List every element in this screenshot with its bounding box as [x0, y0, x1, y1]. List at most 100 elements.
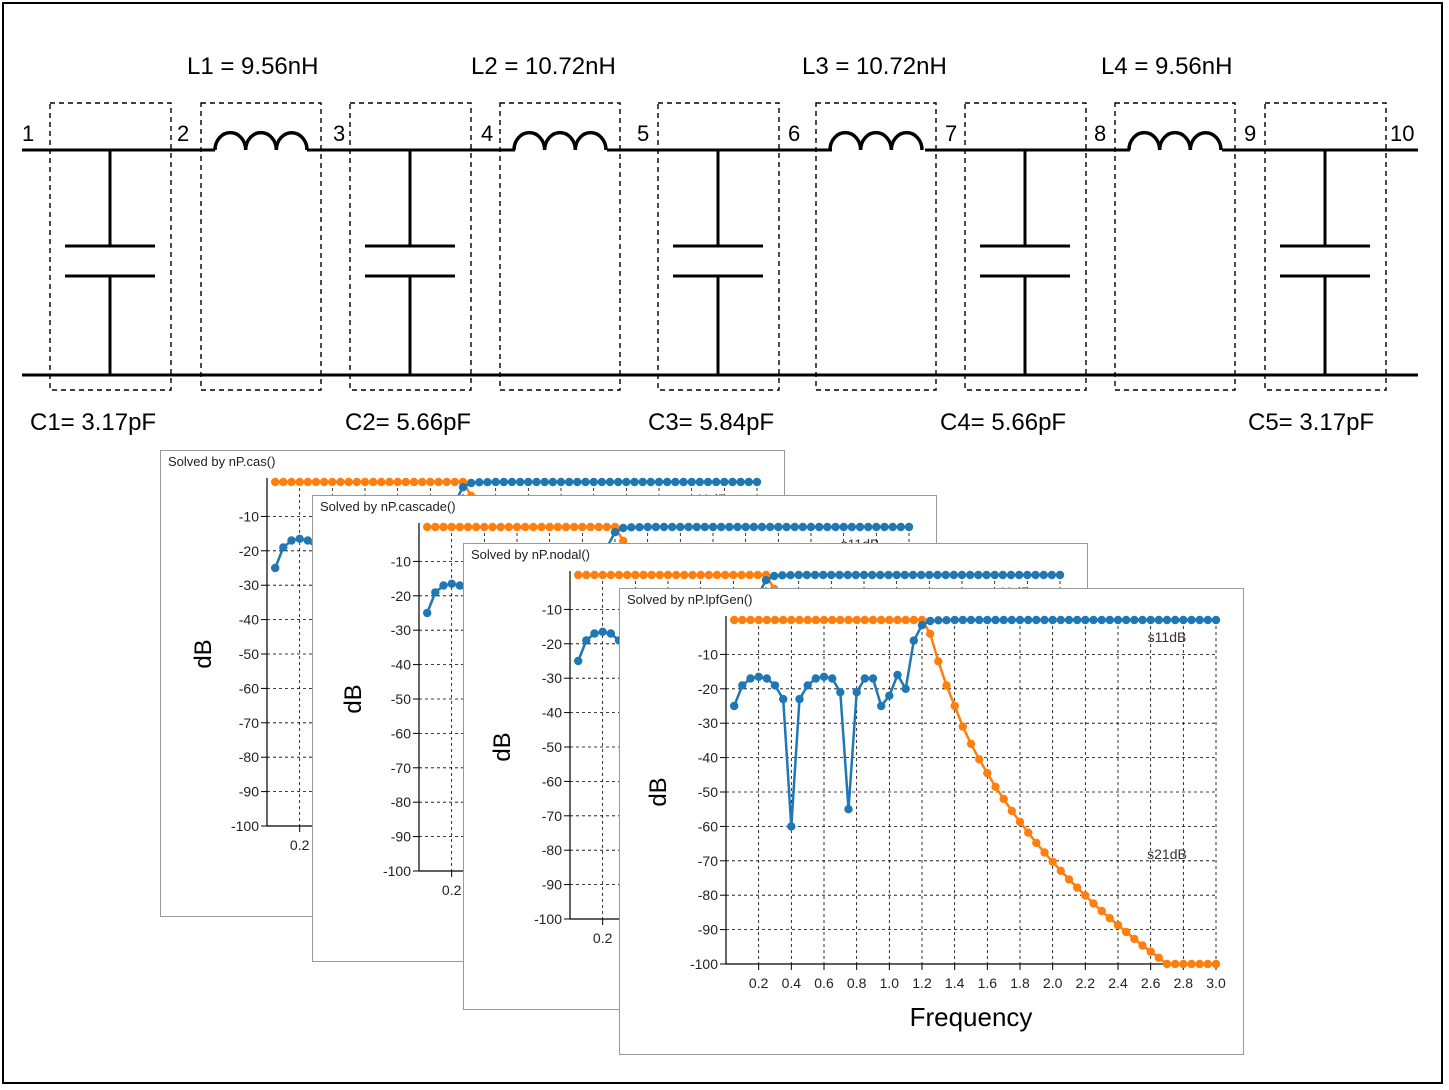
y-tick-label: -30	[698, 715, 718, 731]
data-point-s21dB	[983, 768, 992, 778]
node-label: 10	[1390, 121, 1414, 146]
data-point-s21dB	[521, 522, 530, 532]
data-point-s11dB	[949, 570, 958, 580]
panel-title: Solved by nP.cascade()	[320, 499, 456, 514]
data-point-s11dB	[925, 570, 934, 580]
data-point-s21dB	[942, 681, 951, 690]
data-point-s11dB	[880, 522, 889, 532]
x-tick-label: 0.4	[782, 975, 802, 991]
y-tick-label: -60	[391, 725, 411, 741]
data-point-s21dB	[655, 570, 664, 580]
data-point-s11dB	[651, 522, 660, 532]
capacitor-label: C5= 3.17pF	[1248, 409, 1374, 436]
data-point-s11dB	[447, 579, 456, 588]
data-point-s21dB	[746, 615, 755, 625]
data-point-s11dB	[917, 621, 927, 630]
data-point-s11dB	[1138, 615, 1147, 625]
y-tick-label: -60	[698, 818, 718, 834]
y-tick-label: -80	[542, 842, 562, 858]
data-point-s11dB	[687, 477, 696, 487]
node-label: 7	[945, 121, 957, 146]
data-point-s11dB	[1171, 615, 1180, 625]
data-point-s21dB	[885, 615, 894, 625]
data-point-s11dB	[884, 570, 893, 580]
data-point-s11dB	[638, 477, 647, 487]
data-point-s11dB	[896, 522, 905, 532]
y-tick-label: -80	[698, 887, 718, 903]
data-point-s11dB	[941, 570, 950, 580]
data-point-s21dB	[1064, 875, 1074, 884]
data-point-s11dB	[1146, 615, 1155, 625]
data-point-s11dB	[610, 528, 620, 537]
data-point-s21dB	[762, 615, 771, 625]
y-tick-label: -70	[391, 760, 411, 776]
y-tick-label: -40	[239, 612, 259, 628]
data-point-s11dB	[835, 570, 844, 580]
data-point-s21dB	[352, 477, 361, 487]
data-point-s11dB	[475, 478, 484, 487]
data-point-s21dB	[647, 570, 656, 580]
y-tick-label: -30	[391, 622, 411, 638]
y-tick-label: -40	[542, 705, 562, 721]
y-tick-label: -90	[239, 784, 259, 800]
data-point-s21dB	[570, 522, 579, 532]
data-point-s11dB	[974, 570, 983, 580]
data-point-s21dB	[455, 522, 464, 532]
data-point-s21dB	[287, 477, 296, 487]
x-tick-label: 0.8	[847, 975, 867, 991]
data-point-s11dB	[752, 477, 762, 487]
y-tick-label: -20	[239, 543, 259, 559]
data-point-s21dB	[512, 522, 522, 532]
inductor-box	[815, 102, 937, 391]
data-point-s11dB	[712, 477, 721, 487]
data-point-s21dB	[737, 570, 746, 580]
data-point-s21dB	[712, 570, 722, 580]
data-point-s21dB	[594, 522, 603, 532]
data-point-s21dB	[463, 522, 473, 532]
data-point-s11dB	[774, 522, 783, 532]
y-axis-label: dB	[645, 777, 672, 806]
data-point-s21dB	[409, 477, 419, 487]
data-point-s21dB	[385, 477, 394, 487]
y-axis-label: dB	[190, 639, 217, 668]
data-point-s21dB	[1162, 959, 1172, 969]
data-point-s11dB	[458, 483, 468, 492]
data-point-s21dB	[1097, 906, 1106, 916]
data-point-s11dB	[744, 477, 753, 487]
data-point-s21dB	[537, 522, 546, 532]
data-point-s11dB	[733, 522, 742, 532]
data-point-s11dB	[786, 571, 795, 580]
data-point-s11dB	[646, 477, 655, 487]
y-tick-label: -80	[391, 794, 411, 810]
data-point-s11dB	[1081, 615, 1090, 625]
y-tick-label: -40	[391, 657, 411, 673]
data-point-s11dB	[766, 522, 775, 532]
data-point-s11dB	[574, 656, 583, 666]
data-point-s21dB	[1211, 959, 1221, 969]
panel-title: Solved by nP.cas()	[168, 454, 276, 469]
inductor-coil	[828, 130, 924, 151]
x-tick-label: 1.2	[912, 975, 932, 991]
data-point-s21dB	[745, 570, 754, 580]
data-point-s21dB	[1138, 941, 1147, 950]
data-point-s11dB	[839, 522, 848, 532]
data-point-s11dB	[590, 629, 599, 638]
lpf-ladder-schematic: C1= 3.17pF C2= 5.66pF C3= 5.84pF C4= 5.66pF…	[22, 53, 1418, 436]
data-point-s21dB	[590, 570, 599, 580]
data-point-s21dB	[320, 477, 329, 487]
x-tick-label: 0.6	[814, 975, 834, 991]
data-point-s11dB	[725, 522, 734, 532]
data-point-s11dB	[582, 636, 591, 645]
data-point-s11dB	[684, 522, 693, 532]
data-point-s11dB	[779, 694, 788, 704]
data-point-s11dB	[1039, 570, 1048, 580]
data-point-s11dB	[749, 522, 758, 532]
data-point-s21dB	[819, 615, 829, 625]
capacitor-box	[49, 102, 172, 391]
data-point-s11dB	[295, 534, 304, 543]
data-point-s21dB	[623, 570, 632, 580]
data-point-s11dB	[795, 694, 804, 704]
data-point-s11dB	[933, 570, 942, 580]
data-point-s11dB	[671, 477, 680, 487]
data-point-s21dB	[582, 570, 591, 580]
